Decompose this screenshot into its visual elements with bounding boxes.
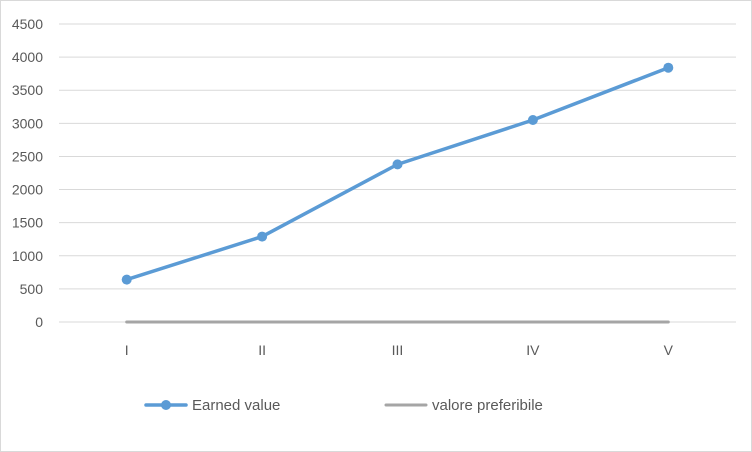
legend: Earned value valore preferibile [144, 397, 543, 414]
y-tick-label: 3000 [12, 115, 43, 131]
y-tick-label: 3500 [12, 82, 43, 98]
data-point [121, 274, 132, 285]
y-tick-label: 500 [20, 281, 44, 297]
series-line [124, 65, 671, 282]
series-layer [121, 62, 674, 324]
data-point [257, 231, 268, 242]
y-tick-label: 1000 [12, 248, 43, 264]
y-tick-label: 2500 [12, 148, 43, 164]
x-axis-tick-labels: I II III IV V [125, 342, 674, 358]
y-tick-label: 0 [35, 314, 43, 330]
x-tick-label: II [258, 342, 266, 358]
x-tick-label: IV [526, 342, 540, 358]
legend-label: Earned value [192, 397, 280, 414]
x-tick-label: V [664, 342, 674, 358]
y-axis-tick-labels: 0 500 1000 1500 2000 2500 3000 3500 4000 4500 [12, 16, 43, 330]
legend-label: valore preferibile [432, 397, 543, 414]
data-point [663, 62, 674, 73]
y-tick-label: 4500 [12, 16, 43, 32]
legend-marker [161, 400, 171, 410]
data-point [527, 115, 538, 126]
x-tick-label: III [392, 342, 404, 358]
gridlines [59, 23, 736, 323]
y-tick-label: 2000 [12, 182, 43, 198]
y-tick-label: 4000 [12, 49, 43, 65]
y-tick-label: 1500 [12, 215, 43, 231]
x-tick-label: I [125, 342, 129, 358]
data-point [392, 159, 403, 170]
